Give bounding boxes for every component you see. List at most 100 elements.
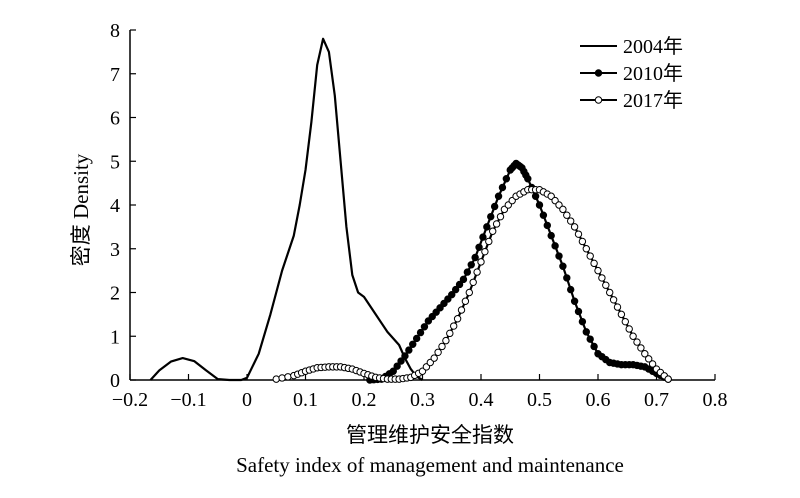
data-point [442, 336, 450, 345]
data-point [405, 346, 413, 354]
data-point [477, 258, 485, 266]
data-point [555, 252, 563, 260]
data-point [570, 297, 579, 305]
data-point [539, 211, 548, 219]
data-point [574, 307, 583, 316]
x-tick-label: 0.6 [586, 389, 611, 411]
series-2 [366, 159, 672, 384]
data-point [473, 268, 481, 276]
data-point [621, 317, 629, 326]
data-point [613, 303, 622, 311]
data-point [446, 329, 454, 338]
data-point [409, 340, 417, 348]
x-tick-label: 0.3 [410, 389, 435, 411]
data-point [483, 223, 491, 231]
x-tick-label: −0.1 [170, 389, 206, 411]
legend-marker [594, 96, 603, 104]
series-layer [149, 37, 672, 384]
data-point [485, 237, 493, 246]
data-point [617, 310, 626, 319]
legend-label: 2010年 [623, 62, 683, 85]
data-point [490, 202, 499, 211]
y-tick-label: 4 [110, 195, 120, 217]
data-point [648, 360, 657, 368]
x-tick-label: 0.5 [527, 389, 552, 411]
series-3 [272, 185, 672, 383]
data-point [535, 201, 544, 209]
data-point [598, 274, 606, 282]
legend: 2004年 2010年 2017年 [580, 35, 683, 112]
data-point [498, 183, 507, 192]
data-point [453, 315, 462, 323]
data-point [487, 212, 495, 221]
y-tick-label: 0 [110, 370, 120, 392]
data-point [645, 355, 653, 363]
data-point [531, 192, 540, 200]
data-point [455, 280, 464, 289]
data-point [416, 328, 425, 337]
y-tick-label: 2 [110, 283, 120, 305]
data-point [625, 325, 633, 333]
x-axis-title-cn: 管理维护安全指数 [346, 423, 514, 447]
data-point [570, 223, 579, 231]
data-point [567, 285, 575, 294]
data-point [412, 334, 421, 343]
series-1 [149, 37, 424, 382]
data-point [401, 352, 409, 360]
data-point [469, 278, 477, 286]
data-point [629, 332, 637, 340]
y-tick-label: 3 [110, 239, 120, 261]
x-tick-label: 0.4 [469, 389, 494, 411]
data-point [609, 296, 618, 304]
legend-marker [594, 69, 603, 77]
data-point [606, 288, 614, 297]
data-point [578, 237, 587, 246]
data-point [641, 350, 649, 358]
data-point [479, 233, 487, 241]
legend-item: 2010年 [580, 62, 683, 85]
x-tick-label: 0 [242, 389, 252, 411]
data-point [559, 262, 567, 270]
data-point [494, 192, 503, 200]
data-point [551, 242, 559, 250]
data-point [492, 220, 501, 228]
data-point [590, 342, 598, 351]
data-point [430, 354, 438, 362]
y-tick-label: 1 [110, 326, 120, 348]
data-point [563, 211, 571, 219]
data-point [547, 231, 555, 240]
data-point [393, 362, 401, 370]
data-point [489, 227, 497, 235]
data-point [475, 243, 483, 251]
data-point [467, 261, 475, 269]
data-point [582, 328, 590, 336]
data-point [397, 357, 405, 365]
y-tick-label: 5 [110, 151, 120, 173]
data-point [586, 335, 594, 343]
y-tick-label: 8 [110, 20, 120, 42]
data-point [637, 344, 645, 352]
data-point [594, 266, 602, 275]
legend-item: 2017年 [580, 89, 683, 112]
legend-label: 2004年 [623, 35, 683, 58]
data-point [463, 268, 472, 276]
data-point [582, 245, 590, 253]
x-ticks: −0.2 −0.1 0 0.1 0.2 0.3 0.4 0.5 0.6 0.7 0.8 [112, 374, 728, 411]
legend-item: 2004年 [580, 35, 683, 58]
data-point [586, 252, 594, 260]
data-point [465, 288, 473, 297]
data-point [524, 175, 532, 183]
y-tick-label: 7 [110, 64, 120, 86]
data-point [496, 212, 505, 221]
data-point [590, 259, 598, 268]
data-point [434, 348, 442, 356]
data-point [457, 306, 466, 314]
series-line [149, 37, 424, 382]
data-point [461, 297, 470, 305]
data-point [420, 323, 429, 331]
x-tick-label: 0.1 [293, 389, 318, 411]
data-point [389, 367, 397, 375]
x-tick-label: −0.2 [112, 389, 148, 411]
data-point [448, 290, 456, 299]
data-point [602, 281, 610, 289]
